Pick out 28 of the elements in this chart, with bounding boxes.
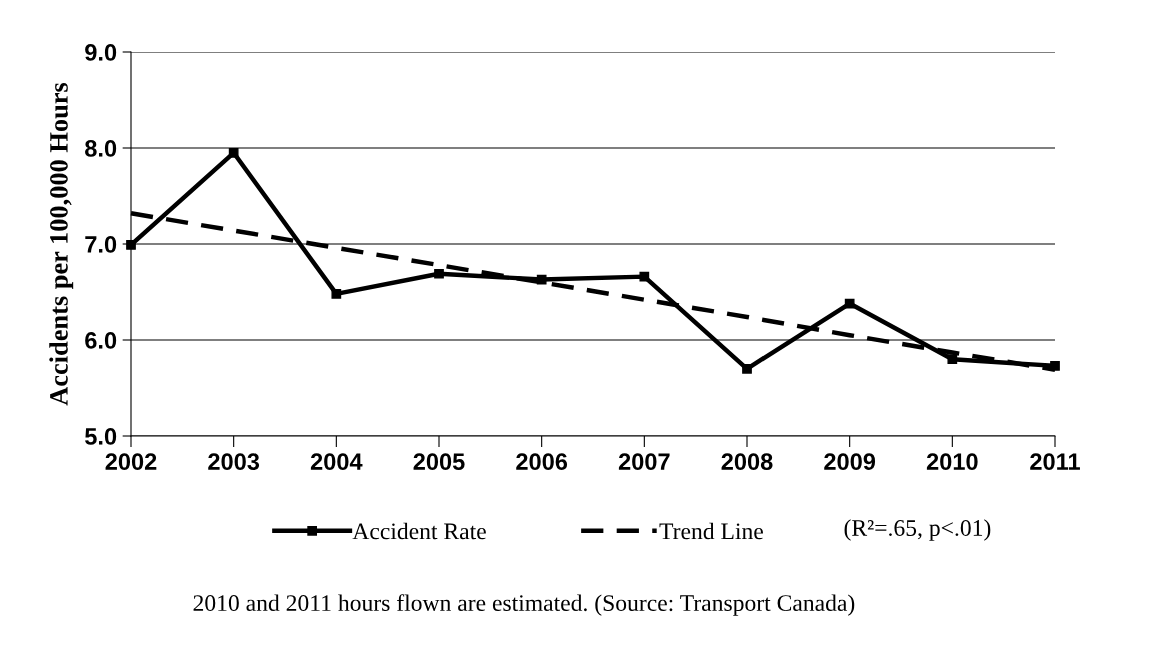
- point: [947, 354, 958, 365]
- x-tick-label: 2011: [1030, 453, 1080, 471]
- y-tick-label: 7.0: [85, 236, 117, 253]
- x-tick-label: 2008: [721, 453, 773, 471]
- point: [639, 271, 650, 282]
- point: [228, 147, 239, 158]
- point: [844, 298, 855, 309]
- y-tick-label: 6.0: [85, 332, 117, 349]
- y-tick-label: 9.0: [85, 44, 117, 61]
- x-tick-label: 2009: [824, 453, 876, 471]
- point: [742, 363, 752, 374]
- point: [331, 289, 342, 299]
- text: 2010 and 2011 hours flown are estimated. (Source: Transport Canada): [193, 594, 855, 616]
- x-tick-label: 2006: [516, 453, 568, 471]
- x-tick-label: 2004: [310, 453, 363, 471]
- y-tick-label: 5.0: [85, 428, 117, 445]
- x-tick-label: 2010: [926, 453, 978, 471]
- x-tick-label: 2005: [413, 453, 465, 471]
- x-tick-label: 2003: [208, 453, 260, 471]
- point: [126, 240, 136, 250]
- x-tick-label: 2002: [105, 453, 157, 471]
- legend-label: Trend Line: [659, 522, 763, 540]
- y-axis-title: Accidents per 100,000 Hours: [49, 82, 74, 406]
- legend-label: Accident Rate: [352, 522, 486, 540]
- y-tick-label: 8.0: [85, 140, 117, 157]
- point: [434, 268, 444, 279]
- text: (R²=.65, p<.01): [844, 519, 991, 541]
- x-tick-label: 2007: [618, 453, 670, 471]
